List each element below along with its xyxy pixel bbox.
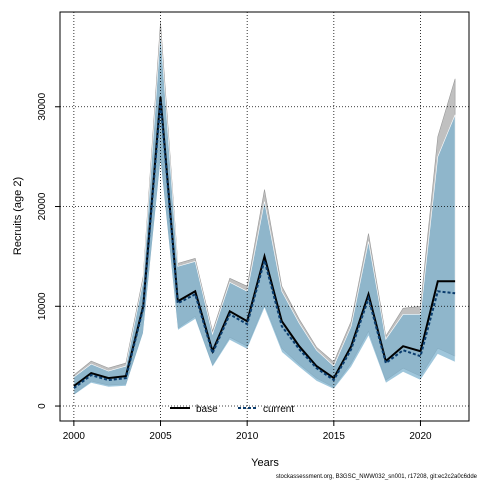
grid-lines — [60, 12, 469, 421]
band-current — [73, 31, 456, 396]
y-tick-label-20000: 20000 — [37, 192, 48, 220]
y-tick-label-10000: 10000 — [37, 292, 48, 320]
y-tick-label-0: 0 — [37, 403, 48, 409]
y-axis-label: Recruits (age 2) — [12, 177, 24, 255]
x-tick-label-2010: 2010 — [236, 431, 259, 442]
confidence-bands — [73, 21, 456, 396]
legend-label-current: current — [263, 404, 294, 415]
x-tick-label-2005: 2005 — [149, 431, 172, 442]
plot-frame — [59, 11, 470, 422]
axes: 2000 2005 2010 2015 2020 0 10000 20000 30000 — [37, 11, 470, 442]
legend: base current — [170, 404, 294, 415]
x-tick-label-2020: 2020 — [409, 431, 432, 442]
x-tick-label-2015: 2015 — [323, 431, 346, 442]
legend-label-base: base — [196, 404, 218, 415]
line-current — [73, 101, 456, 389]
y-tick-label-30000: 30000 — [37, 92, 48, 120]
x-axis-label: Years — [251, 457, 279, 469]
footer-text: stockassessment.org, B3GSC_NWW032_sn001,… — [276, 474, 478, 480]
x-tick-label-2000: 2000 — [63, 431, 86, 442]
series-lines — [73, 96, 456, 389]
